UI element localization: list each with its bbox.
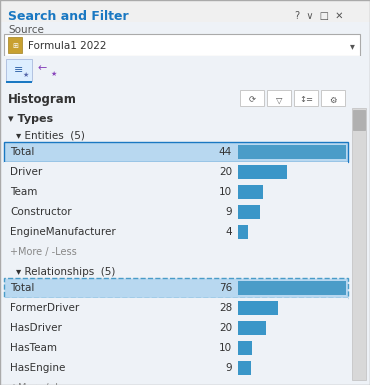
Text: 20: 20 bbox=[219, 167, 232, 177]
Text: FormerDriver: FormerDriver bbox=[10, 303, 79, 313]
Bar bbox=[352, 108, 366, 380]
Text: 10: 10 bbox=[219, 187, 232, 197]
Bar bbox=[0, 262, 352, 278]
Bar bbox=[240, 90, 264, 106]
Bar bbox=[238, 205, 260, 219]
Bar bbox=[0, 126, 352, 142]
Text: ⟳: ⟳ bbox=[249, 95, 256, 104]
Bar bbox=[4, 318, 348, 338]
Bar bbox=[294, 90, 318, 106]
Bar bbox=[0, 88, 370, 108]
Text: Formula1 2022: Formula1 2022 bbox=[28, 41, 107, 51]
Text: ?  ∨  □  ✕: ? ∨ □ ✕ bbox=[295, 11, 343, 21]
Text: 9: 9 bbox=[225, 207, 232, 217]
Bar bbox=[6, 81, 32, 83]
Text: +More / -Less: +More / -Less bbox=[10, 383, 77, 385]
Bar bbox=[4, 338, 348, 358]
Bar bbox=[4, 162, 348, 182]
Text: Total: Total bbox=[10, 283, 34, 293]
Text: +More / -Less: +More / -Less bbox=[10, 247, 77, 257]
Text: Source: Source bbox=[8, 25, 44, 35]
Bar bbox=[4, 298, 348, 318]
Text: HasEngine: HasEngine bbox=[10, 363, 65, 373]
Bar bbox=[321, 90, 345, 106]
Text: ⊞: ⊞ bbox=[12, 43, 18, 49]
Text: ▽: ▽ bbox=[276, 95, 282, 104]
Bar bbox=[238, 361, 251, 375]
Text: ▾ Entities  (5): ▾ Entities (5) bbox=[16, 131, 85, 141]
Text: 10: 10 bbox=[219, 343, 232, 353]
Text: 4: 4 bbox=[225, 227, 232, 237]
Bar bbox=[238, 145, 346, 159]
Bar bbox=[4, 142, 348, 162]
Text: ▾ Relationships  (5): ▾ Relationships (5) bbox=[16, 267, 115, 277]
Text: ↕=: ↕= bbox=[299, 95, 313, 104]
Bar bbox=[4, 182, 348, 202]
Bar bbox=[238, 165, 287, 179]
Text: ≡: ≡ bbox=[14, 65, 24, 75]
Bar bbox=[0, 108, 352, 126]
Bar bbox=[6, 59, 32, 81]
Text: HasTeam: HasTeam bbox=[10, 343, 57, 353]
Text: Histogram: Histogram bbox=[8, 94, 77, 107]
Text: Team: Team bbox=[10, 187, 37, 197]
Text: 9: 9 bbox=[225, 363, 232, 373]
Bar bbox=[0, 0, 370, 22]
Bar bbox=[238, 281, 346, 295]
Text: ▾: ▾ bbox=[350, 41, 354, 51]
Bar bbox=[0, 56, 370, 88]
Bar bbox=[4, 278, 348, 298]
Bar bbox=[36, 59, 62, 81]
Text: ★: ★ bbox=[23, 72, 29, 78]
Bar bbox=[238, 321, 266, 335]
Bar bbox=[4, 358, 348, 378]
Text: 76: 76 bbox=[219, 283, 232, 293]
Text: Driver: Driver bbox=[10, 167, 42, 177]
Text: HasDriver: HasDriver bbox=[10, 323, 62, 333]
Text: 20: 20 bbox=[219, 323, 232, 333]
Bar bbox=[4, 202, 348, 222]
Bar bbox=[4, 222, 348, 242]
Text: Search and Filter: Search and Filter bbox=[8, 10, 129, 22]
Bar bbox=[267, 90, 291, 106]
Text: Total: Total bbox=[10, 147, 34, 157]
Text: ⚙: ⚙ bbox=[329, 95, 337, 104]
Bar bbox=[238, 301, 278, 315]
Bar bbox=[8, 37, 22, 53]
Text: ★: ★ bbox=[51, 71, 57, 77]
Bar bbox=[238, 225, 248, 239]
Text: 28: 28 bbox=[219, 303, 232, 313]
Bar bbox=[4, 34, 360, 56]
Text: ▾ Types: ▾ Types bbox=[8, 114, 53, 124]
Text: 44: 44 bbox=[219, 147, 232, 157]
Bar bbox=[238, 341, 252, 355]
Text: ←: ← bbox=[37, 63, 47, 73]
Text: Constructor: Constructor bbox=[10, 207, 72, 217]
Bar bbox=[353, 110, 365, 130]
Text: EngineManufacturer: EngineManufacturer bbox=[10, 227, 116, 237]
Bar bbox=[238, 185, 263, 199]
